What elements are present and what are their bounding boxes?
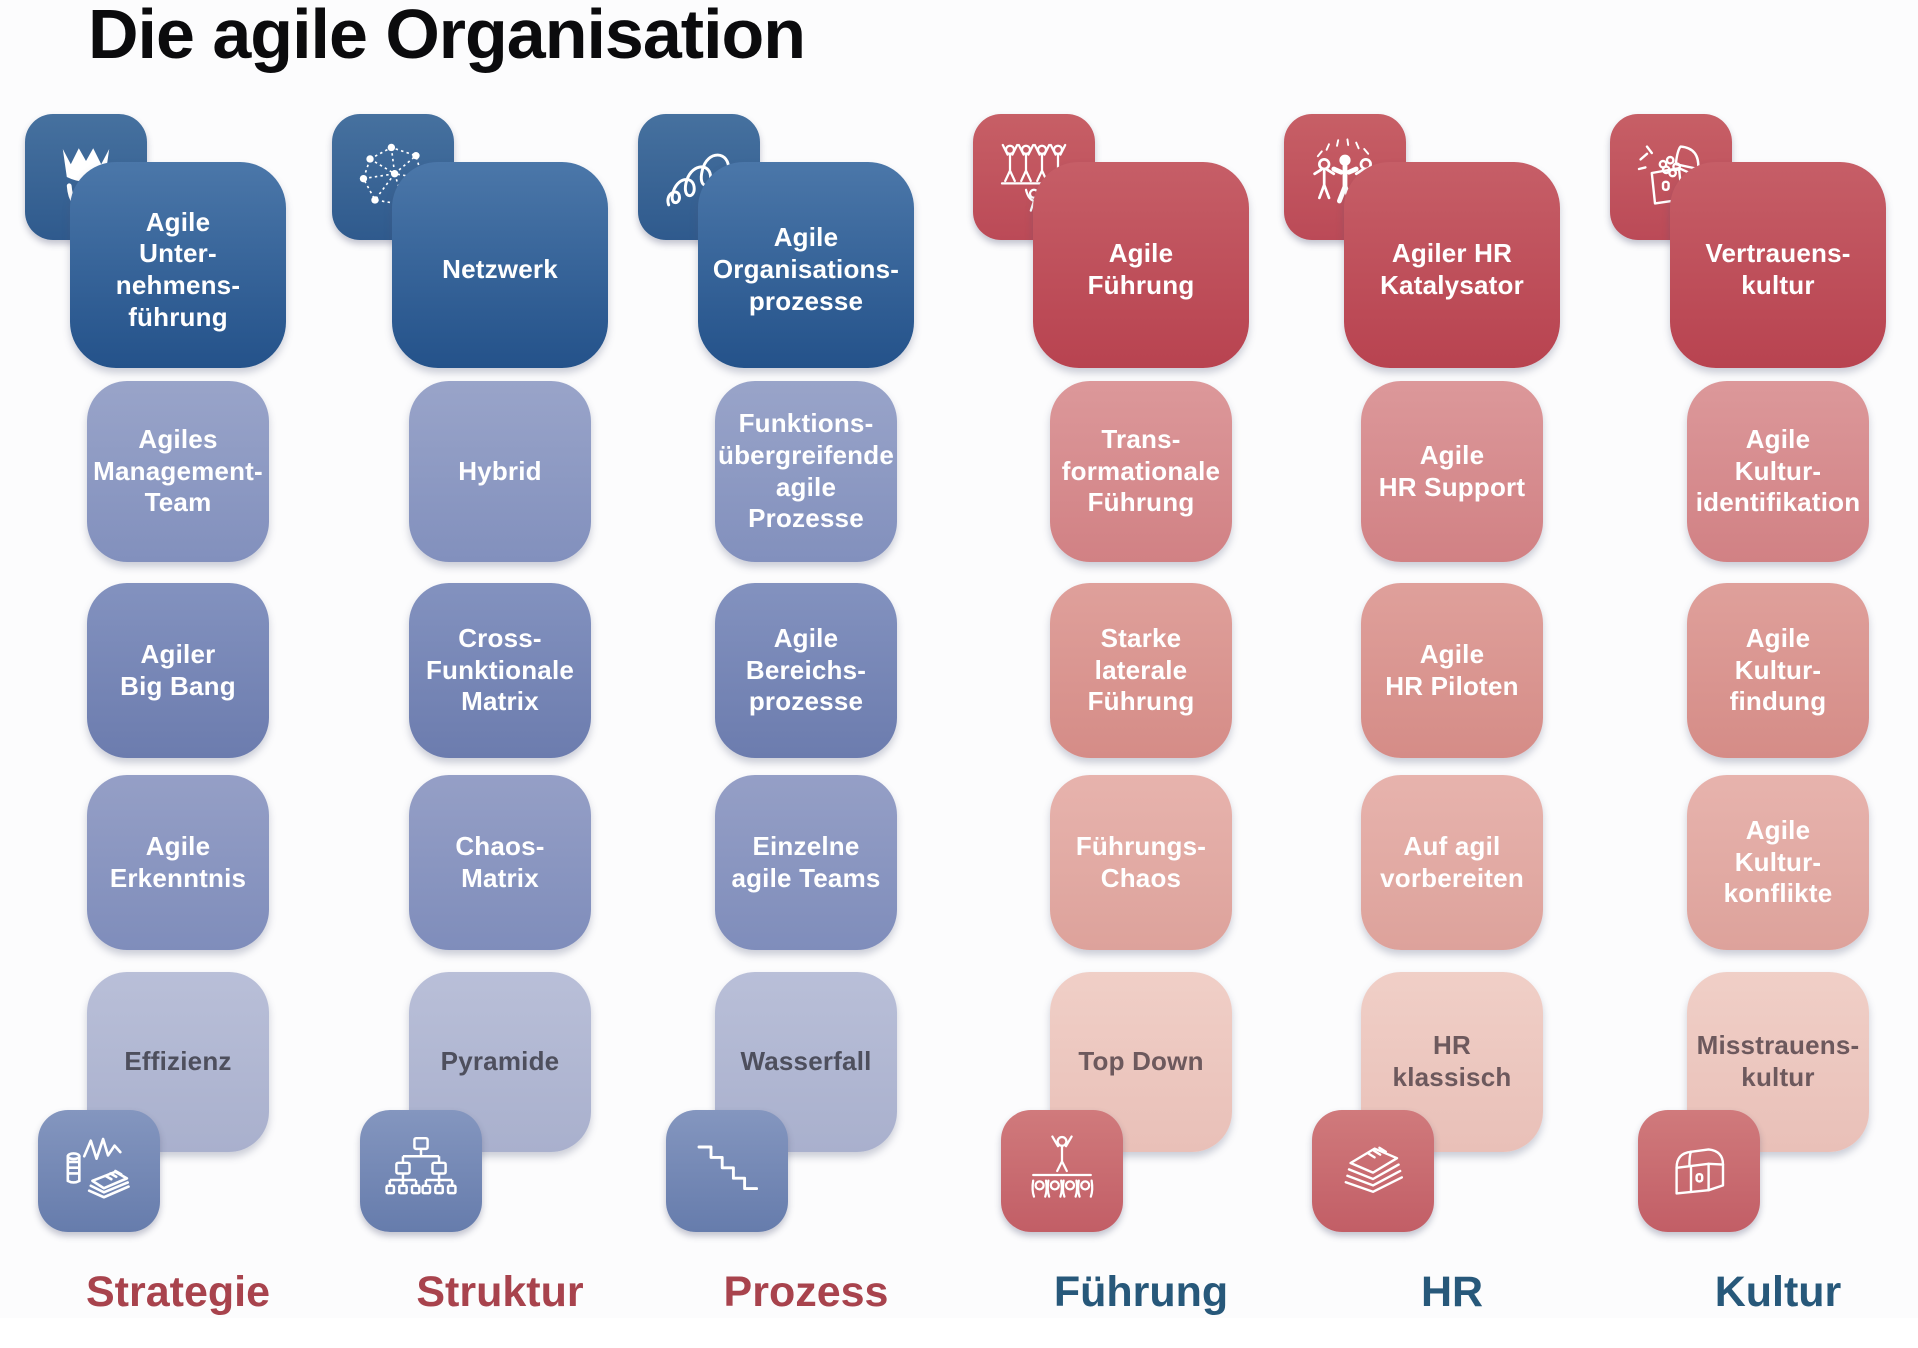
category-label-hr: HR xyxy=(1420,1268,1484,1316)
paper-stack-icon xyxy=(1312,1110,1434,1232)
card: Agiler HR Katalysator xyxy=(1344,162,1560,368)
bottom-margin xyxy=(0,1318,1918,1348)
card-label: Auf agil vorbereiten xyxy=(1380,830,1524,893)
card: Führungs- Chaos xyxy=(1050,775,1232,950)
card: Agile Erkenntnis xyxy=(87,775,269,950)
category-label-kultur: Kultur xyxy=(1714,1268,1842,1316)
column-kultur: Vertrauens- kultur Agile Kultur- identif… xyxy=(1610,0,1886,1348)
card-label: Chaos- Matrix xyxy=(455,830,545,893)
card-label: Agile Kultur- konflikte xyxy=(1723,814,1833,909)
card: Chaos- Matrix xyxy=(409,775,591,950)
card: Auf agil vorbereiten xyxy=(1361,775,1543,950)
card-label: Effizienz xyxy=(124,1046,232,1077)
column-hr: Agiler HR Katalysator Agile HR Support A… xyxy=(1284,0,1560,1348)
card-label: Agile Organisations- prozesse xyxy=(712,222,900,316)
card: Agiler Big Bang xyxy=(87,583,269,758)
card: Hybrid xyxy=(409,381,591,562)
card-label: Starke laterale Führung xyxy=(1087,622,1195,717)
card-label: Agiles Management- Team xyxy=(93,423,263,518)
card: Agile HR Support xyxy=(1361,381,1543,562)
card: Agile Führung xyxy=(1033,162,1249,368)
card-label: Agile HR Support xyxy=(1378,439,1526,502)
leader-crowd-icon xyxy=(1001,1110,1123,1232)
card-label: Cross- Funktionale Matrix xyxy=(425,622,575,717)
org-chart-icon xyxy=(360,1110,482,1232)
card-label: Agile Führung xyxy=(1087,238,1195,300)
card-label: Pyramide xyxy=(440,1046,560,1077)
card-label: Agile Kultur- identifikation xyxy=(1695,423,1861,518)
column-fuehrung: Agile Führung Trans- formationale Führun… xyxy=(973,0,1249,1348)
category-label-prozess: Prozess xyxy=(723,1268,889,1316)
card: Starke laterale Führung xyxy=(1050,583,1232,758)
card: Agile Organisations- prozesse xyxy=(698,162,914,368)
money-chart-icon xyxy=(38,1110,160,1232)
card-label: Misstrauens- kultur xyxy=(1696,1030,1860,1092)
category-label-fuehrung: Führung xyxy=(1053,1268,1229,1316)
card-label: Vertrauens- kultur xyxy=(1705,238,1851,300)
card: Agile HR Piloten xyxy=(1361,583,1543,758)
card-label: HR klassisch xyxy=(1392,1030,1512,1092)
card: Agile Kultur- identifikation xyxy=(1687,381,1869,562)
category-label-struktur: Struktur xyxy=(416,1268,584,1316)
card: Agile Unter- nehmens- führung xyxy=(70,162,286,368)
card-label: Agile Unter- nehmens- führung xyxy=(115,206,241,332)
stairs-icon xyxy=(666,1110,788,1232)
card-label: Trans- formationale Führung xyxy=(1061,423,1221,518)
card-label: Agile Erkenntnis xyxy=(109,830,247,893)
card-label: Funktions- übergreifende agile Prozesse xyxy=(718,408,894,534)
card: Trans- formationale Führung xyxy=(1050,381,1232,562)
card-label: Agile Kultur- findung xyxy=(1729,622,1827,717)
card: Agiles Management- Team xyxy=(87,381,269,562)
card-label: Top Down xyxy=(1078,1046,1204,1077)
closed-chest-icon xyxy=(1638,1110,1760,1232)
card: Netzwerk xyxy=(392,162,608,368)
category-label-strategie: Strategie xyxy=(85,1268,270,1316)
card-label: Agiler HR Katalysator xyxy=(1380,238,1524,300)
card: Agile Kultur- konflikte xyxy=(1687,775,1869,950)
card-label: Agile HR Piloten xyxy=(1385,638,1519,701)
card: Funktions- übergreifende agile Prozesse xyxy=(715,381,897,562)
card-label: Netzwerk xyxy=(442,254,558,285)
column-strategie: Agile Unter- nehmens- führung Agiles Man… xyxy=(25,0,286,1348)
card: Agile Kultur- findung xyxy=(1687,583,1869,758)
card: Vertrauens- kultur xyxy=(1670,162,1886,368)
card-label: Agiler Big Bang xyxy=(120,638,236,701)
card-label: Führungs- Chaos xyxy=(1075,830,1207,893)
card-label: Wasserfall xyxy=(740,1046,872,1077)
card-label: Einzelne agile Teams xyxy=(731,830,881,893)
card-label: Hybrid xyxy=(458,455,542,486)
column-prozess: Agile Organisations- prozesse Funktions-… xyxy=(638,0,914,1348)
card: Einzelne agile Teams xyxy=(715,775,897,950)
page-title: Die agile Organisation xyxy=(88,0,806,73)
card: Cross- Funktionale Matrix xyxy=(409,583,591,758)
card-label: Agile Bereichs- prozesse xyxy=(745,622,867,717)
column-struktur: Netzwerk Hybrid Cross- Funktionale Matri… xyxy=(332,0,608,1348)
card: Agile Bereichs- prozesse xyxy=(715,583,897,758)
